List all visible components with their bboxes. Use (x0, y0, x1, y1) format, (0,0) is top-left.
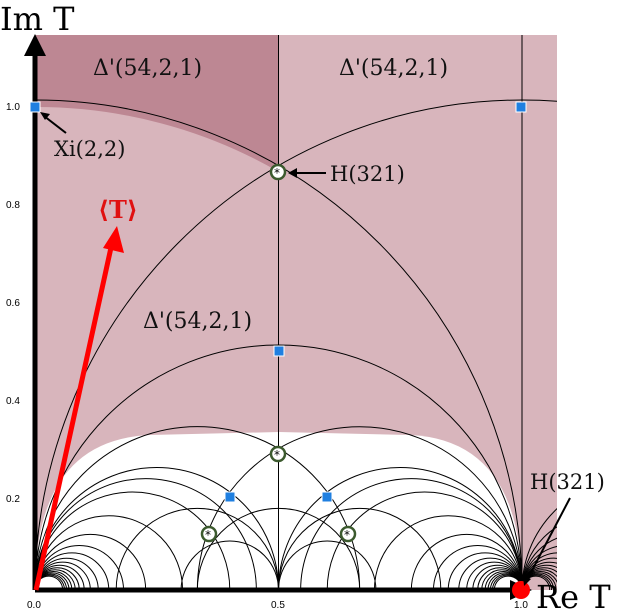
y-tick-10: 1.0 (6, 102, 20, 113)
h-pointer-lower-head (523, 575, 531, 586)
x-axis-title: Re T (536, 578, 611, 614)
fifth-arc (326, 491, 523, 591)
square-marker (273, 345, 285, 357)
square-marker (321, 491, 333, 503)
y-axis-arrowhead (24, 34, 46, 56)
h-label-lower: H(321) (530, 470, 605, 494)
svg-text:*: * (205, 528, 211, 542)
y-tick-08: 0.8 (6, 200, 20, 211)
cusp-fan-arc (35, 585, 36, 590)
star-circle-marker: * (269, 163, 287, 181)
y-tick-02: 0.2 (6, 494, 20, 505)
x-tick-0: 0.0 (27, 600, 41, 611)
unit-arc-left (35, 99, 523, 591)
cusp-fan-arc (521, 537, 557, 591)
star-circle-marker: * (200, 525, 218, 543)
square-marker (515, 101, 527, 113)
cusp-fan-arc (35, 586, 36, 590)
cusp-fan-arc (35, 586, 36, 590)
cusp-fan-arc (35, 585, 36, 590)
cusp-fan-arc (35, 586, 36, 590)
cusp-fan-arc (521, 546, 557, 591)
cusp-fan-arc (35, 582, 36, 590)
third-arc (196, 426, 523, 591)
cusp-fan-arc (35, 585, 36, 590)
cusp-fan-arc (521, 508, 557, 591)
small-arc (278, 540, 377, 591)
xi-pointer-head (40, 112, 50, 120)
cusp-fan-arc (521, 526, 557, 591)
sixth-arc (196, 507, 361, 591)
circle-markers: * * * * (200, 163, 357, 543)
svg-text:*: * (274, 448, 280, 462)
cusp-fan-arc (35, 583, 36, 590)
unit-arc-right (35, 99, 557, 591)
red-point-marker (512, 581, 530, 599)
h-pointer-lower (526, 497, 571, 581)
cusp-fan-arc (35, 585, 36, 590)
svg-text:*: * (274, 166, 280, 180)
h-pointer-upper-head (288, 168, 297, 178)
xi-pointer (43, 115, 67, 134)
y-tick-04: 0.4 (6, 396, 20, 407)
cusp-fan-arc (35, 586, 36, 590)
x-tick-1: 1.0 (514, 600, 528, 611)
star-circle-marker: * (269, 445, 287, 463)
sixth-arc (278, 508, 442, 591)
svg-text:*: * (344, 528, 350, 542)
cusp-fan-arc (35, 584, 36, 590)
region-label-top-right: Δ'(54,2,1) (339, 56, 448, 81)
vev-label: ⟨T⟩ (98, 195, 138, 224)
square-marker (29, 101, 41, 113)
region-label-middle: Δ'(54,2,1) (143, 309, 252, 334)
xi-label: Xi(2,2) (54, 137, 125, 161)
vev-arrowhead (103, 226, 124, 253)
y-axis-title: Im T (0, 0, 75, 38)
square-marker (224, 491, 236, 503)
region-label-top-left: Δ'(54,2,1) (93, 56, 202, 81)
h-label-upper: H(321) (330, 162, 405, 186)
cusp-fan-arc (432, 545, 523, 591)
dark-shaded-region (35, 35, 279, 172)
cusp-fan-arc (300, 478, 523, 591)
star-circle-marker: * (339, 525, 357, 543)
y-tick-06: 0.6 (6, 298, 20, 309)
square-markers (29, 101, 527, 503)
x-tick-05: 0.5 (271, 600, 285, 611)
cusp-fan-arc (410, 533, 523, 591)
cusp-fan-arc (35, 584, 36, 590)
vev-arrow (33, 242, 115, 591)
sixth-arc (115, 508, 279, 591)
cusp-fan-arc (373, 515, 523, 591)
cusp-fan-arc (35, 584, 36, 590)
cusp-fan-arc (35, 581, 36, 590)
small-arc (180, 540, 279, 591)
quarter-arc (278, 467, 523, 591)
